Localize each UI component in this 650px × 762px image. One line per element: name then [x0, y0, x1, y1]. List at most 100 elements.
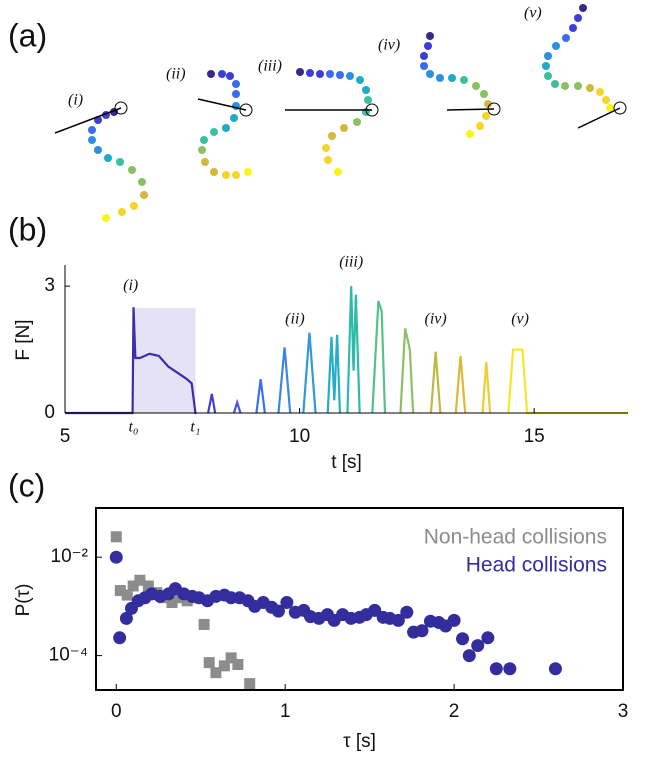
point — [447, 613, 461, 627]
y-tick-label: 10⁻² — [51, 546, 89, 567]
shaded-interval — [133, 307, 196, 413]
point — [218, 660, 230, 672]
snake-segment — [480, 90, 488, 98]
snake-segment — [579, 4, 587, 12]
config-label: (iii) — [258, 58, 282, 75]
snake-segment — [88, 126, 96, 134]
point — [109, 550, 123, 564]
force-arrow — [577, 107, 621, 129]
snake-segment — [420, 52, 428, 60]
snake-segment — [322, 144, 330, 152]
point — [113, 631, 127, 645]
point — [503, 662, 517, 676]
snake-segment — [102, 214, 110, 222]
annotation: t₀ — [128, 418, 138, 435]
snake-segment — [544, 52, 552, 60]
force-line — [302, 332, 317, 414]
annotation: (v) — [511, 311, 529, 328]
point — [210, 667, 222, 679]
force-line — [371, 300, 387, 414]
force-line — [255, 379, 266, 414]
snake-segment — [198, 146, 206, 154]
snake-segment — [426, 70, 434, 78]
force-arrow — [197, 98, 247, 111]
force-line — [65, 307, 197, 415]
force-line — [399, 328, 415, 414]
snake-segment — [232, 171, 240, 179]
snake-segment — [104, 154, 112, 162]
snake-segment — [306, 69, 314, 77]
snake-segment — [482, 112, 490, 120]
snake-segment — [324, 156, 332, 164]
config-label: (v) — [524, 5, 542, 22]
annotation: t₁ — [190, 418, 200, 435]
snake-segment — [420, 62, 428, 70]
config-label: (i) — [68, 92, 83, 109]
snake-segment — [472, 82, 480, 90]
y-tick-label: 0 — [44, 402, 55, 423]
point — [400, 605, 414, 619]
snake-segment — [353, 118, 361, 126]
y-tick-label: 10⁻⁴ — [49, 645, 88, 666]
legend-entry: Head collisions — [466, 554, 607, 577]
snake-segment — [436, 74, 444, 82]
snake-segment — [484, 100, 492, 108]
x-tick-label: 15 — [524, 426, 545, 447]
force-line — [207, 393, 217, 414]
force-line — [507, 348, 628, 415]
snake-segment — [362, 86, 370, 94]
snake-segment — [222, 124, 230, 132]
snake-segment — [232, 80, 240, 88]
snake-segment — [316, 70, 324, 78]
snake-segment — [130, 202, 138, 210]
point — [481, 631, 495, 645]
x-axis-label: t [s] — [331, 452, 362, 473]
point — [134, 574, 146, 586]
snake-segment — [460, 76, 468, 84]
point — [166, 597, 178, 609]
snake-segment — [326, 70, 334, 78]
point — [119, 611, 133, 625]
snake-segment — [561, 82, 569, 90]
y-axis-label: P(τ) — [13, 584, 34, 617]
contact-peg — [613, 101, 627, 115]
snake-segment — [222, 171, 230, 179]
point — [114, 585, 126, 597]
force-arrow — [446, 108, 495, 111]
panel-label: (a) — [8, 17, 47, 53]
x-tick-label: 5 — [60, 426, 71, 447]
snake-segment — [138, 178, 146, 186]
point — [280, 596, 294, 610]
snake-segment — [128, 166, 136, 174]
point — [127, 580, 139, 592]
snake-segment — [551, 80, 559, 88]
snake-segment — [574, 82, 582, 90]
force-line — [346, 286, 361, 414]
snake-segment — [244, 168, 252, 176]
snake-segment — [448, 74, 456, 82]
point — [181, 595, 193, 607]
y-axis-label: F [N] — [13, 319, 34, 360]
snake-segment — [116, 158, 124, 166]
x-axis-label: τ [s] — [343, 731, 376, 752]
snake-segment — [424, 42, 432, 50]
point — [391, 613, 405, 627]
snake-segment — [574, 14, 582, 22]
panel-label: (b) — [8, 211, 47, 247]
x-tick-label: 0 — [111, 701, 122, 722]
snake-segment — [346, 72, 354, 80]
point — [232, 658, 244, 670]
plot-frame — [95, 507, 624, 691]
point — [110, 531, 122, 543]
snake-segment — [88, 136, 96, 144]
x-tick-label: 1 — [280, 701, 291, 722]
point — [489, 662, 503, 676]
snake-segment — [596, 88, 604, 96]
point — [121, 589, 133, 601]
snake-segment — [226, 72, 234, 80]
contact-peg — [365, 103, 379, 117]
point — [415, 624, 429, 638]
snake-segment — [334, 168, 342, 176]
